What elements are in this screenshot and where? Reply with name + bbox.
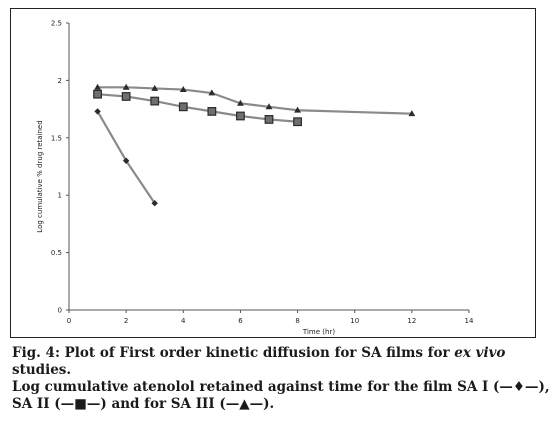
y-tick-label: 1 [58,192,62,200]
caption-line-2: studies. [12,362,72,378]
series-line [97,93,298,123]
x-tick-label: 14 [465,317,474,325]
data-point-square [293,117,302,127]
data-point-square [150,96,160,106]
data-point-triangle [151,84,159,91]
x-tick-label: 6 [238,317,243,325]
data-point-square [236,111,245,121]
data-point-triangle [179,85,187,92]
chart-frame: 0 2 4 6 8 10 12 14 0 0.5 1 1.5 2 2.5 Time (hr) Log cu… [10,8,536,338]
y-tick-label: 1.5 [51,134,62,142]
data-point-triangle [408,110,416,117]
series-3 [94,83,416,117]
data-point-triangle [265,103,273,110]
y-tick-label: 0.5 [51,249,62,257]
data-point-triangle [122,83,130,90]
chart-plot: 0 2 4 6 8 10 12 14 0 0.5 1 1.5 2 2.5 Time (hr) Log cu… [36,20,474,337]
caption-title: Plot of First order kinetic diffusion fo… [59,345,455,361]
data-point-diamond [94,108,101,115]
data-point-triangle [94,83,101,90]
figure-caption: Fig. 4: Plot of First order kinetic diff… [12,345,550,413]
caption-line-3: Log cumulative atenolol retained against… [12,379,550,395]
data-point-square [93,89,102,99]
y-tick-label: 2 [58,77,62,85]
data-point-square [264,115,274,124]
x-tick-label: 0 [67,317,71,325]
x-tick-label: 10 [350,317,359,325]
caption-line-4: SA II (—■—) and for SA III (—▲—). [12,396,275,412]
y-tick-label: 0 [58,307,62,315]
data-point-diamond [151,200,158,207]
series-2 [93,89,302,127]
data-point-triangle [208,89,216,96]
data-point-triangle [294,106,301,113]
caption-title-italic: ex vivo [454,345,506,361]
y-axis-title: Log cumulative % drug retained [36,120,44,232]
x-tick-label: 2 [124,317,128,325]
data-point-square [207,106,217,116]
x-tick-label: 4 [181,317,186,325]
axes [66,22,470,313]
data-point-square [121,92,131,101]
x-tick-label: 12 [407,317,416,325]
data-point-triangle [237,99,244,106]
series-group [93,83,416,207]
caption-fig-label: Fig. 4: [12,345,60,361]
series-1 [94,108,158,207]
data-point-square [178,102,188,112]
data-point-diamond [122,157,130,164]
caption-line-1: Fig. 4: Plot of First order kinetic diff… [12,345,542,362]
x-axis-title: Time (hr) [302,328,335,336]
series-line [96,110,156,204]
y-tick-label: 2.5 [51,20,62,28]
x-tick-label: 8 [295,317,299,325]
tick-labels: 0 2 4 6 8 10 12 14 0 0.5 1 1.5 2 2.5 [51,20,474,326]
